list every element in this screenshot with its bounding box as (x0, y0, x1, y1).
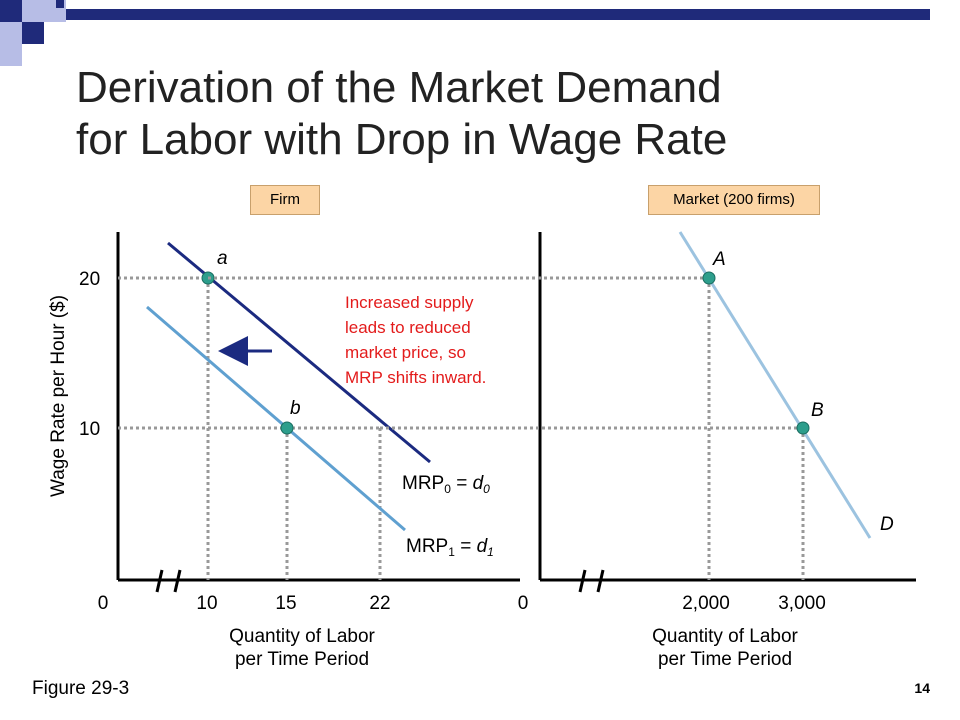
firm-chart: a b 20 10 0 10 15 22 Wage Rate per Hour … (48, 232, 520, 670)
x-tick-10: 10 (196, 593, 217, 614)
market-x-axis-title-line-1: Quantity of Labor (652, 626, 798, 647)
market-x-axis-title-line-2: per Time Period (658, 649, 792, 670)
decor-square-light (22, 0, 44, 22)
mrp1-label: MRP1 = d1 (406, 536, 494, 559)
point-a-label: a (217, 248, 228, 269)
market-panel-badge: Market (200 firms) (648, 185, 820, 215)
firm-axis-break-mark (173, 569, 182, 593)
firm-x-axis-title-line-1: Quantity of Labor (229, 626, 375, 647)
title-bar (66, 9, 930, 20)
annotation-line-2: leads to reduced (345, 318, 471, 337)
slide-title: Derivation of the Market Demand for Labo… (76, 62, 936, 166)
point-b (280, 421, 294, 435)
x-tick-22: 22 (369, 593, 390, 614)
x-tick-0: 0 (98, 593, 109, 614)
figure-label: Figure 29-3 (32, 678, 130, 699)
decor-square-navy (56, 0, 64, 8)
y-tick-10: 10 (79, 419, 100, 440)
market-chart: A B D 0 2,000 3,000 Quantity of Labor pe… (208, 231, 916, 670)
market-axis-break-mark (578, 569, 587, 593)
firm-axis-break-mark (155, 569, 164, 593)
firm-y-axis-title: Wage Rate per Hour ($) (48, 295, 69, 497)
decor-square-navy (22, 22, 44, 44)
point-b-label: b (290, 398, 301, 419)
demand-label: D (880, 514, 894, 535)
decor-square-light (0, 22, 22, 44)
market-axis-break-mark (596, 569, 605, 593)
decor-square-navy (0, 0, 22, 22)
x-tick-15: 15 (275, 593, 296, 614)
firm-x-axis-title-line-2: per Time Period (235, 649, 369, 670)
annotation-line-3: market price, so (345, 343, 466, 362)
point-B (796, 421, 810, 435)
annotation-line-4: MRP shifts inward. (345, 368, 486, 387)
annotation-line-1: Increased supply (345, 293, 474, 312)
point-A-label: A (712, 249, 726, 270)
market-x-tick-2000: 2,000 (682, 593, 730, 614)
market-x-tick-3000: 3,000 (778, 593, 826, 614)
point-B-label: B (811, 400, 824, 421)
y-tick-20: 20 (79, 269, 100, 290)
point-A (702, 271, 716, 285)
mrp0-label: MRP0 = d0 (402, 473, 490, 496)
firm-panel-badge: Firm (250, 185, 320, 215)
market-x-tick-0: 0 (518, 593, 529, 614)
title-line-2: for Labor with Drop in Wage Rate (76, 115, 728, 164)
mrp1-line (146, 305, 406, 532)
decor-square-light (0, 44, 22, 66)
title-line-1: Derivation of the Market Demand (76, 63, 722, 112)
page-number: 14 (914, 680, 930, 696)
